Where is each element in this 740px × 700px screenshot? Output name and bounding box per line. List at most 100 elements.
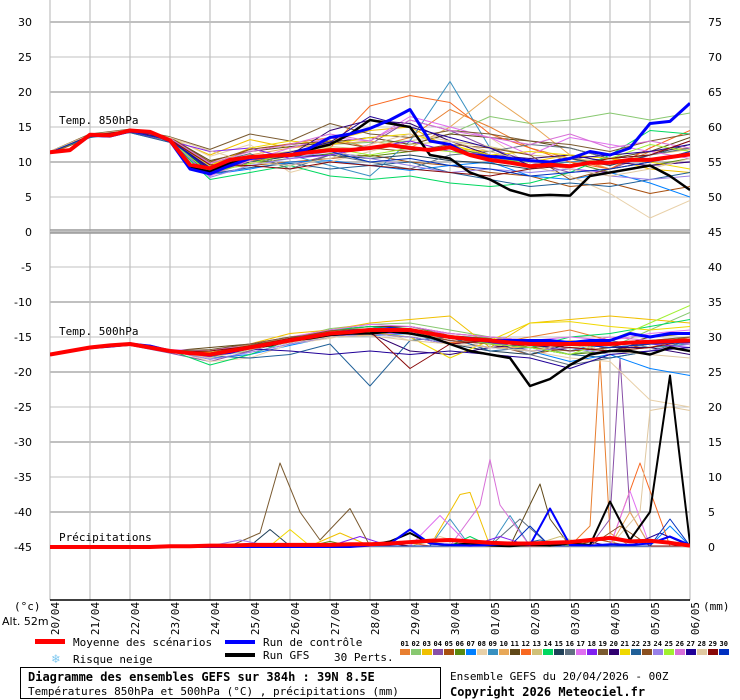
date-label: 02/05 <box>529 602 542 635</box>
date-label: 29/04 <box>409 602 422 635</box>
left-tick-label: -40 <box>14 506 32 519</box>
legend-mean-label: Moyenne des scénarios <box>73 636 212 649</box>
right-tick-label: 20 <box>708 401 722 414</box>
x-axis-date-labels: 20/04 21/04 22/04 23/04 24/04 25/04 26/04 27/04… <box>49 602 702 635</box>
date-label: 25/04 <box>249 602 262 635</box>
pert-legend-swatch <box>543 649 553 655</box>
pert-legend-swatch <box>576 649 586 655</box>
date-label: 23/04 <box>169 602 182 635</box>
pert-legend-swatch <box>642 649 652 655</box>
left-tick-label: 10 <box>18 156 32 169</box>
pert-legend-swatch <box>686 649 696 655</box>
left-tick-label: -15 <box>14 331 32 344</box>
right-tick-label: 45 <box>708 226 722 239</box>
left-unit-label: (°c) <box>14 600 41 613</box>
legend-gfs-label: Run GFS <box>263 649 309 662</box>
pert-legend-number: 10 <box>500 640 508 648</box>
pert-legend-number: 29 <box>709 640 717 648</box>
legend-perts-label: 30 Perts. <box>334 651 394 664</box>
legend: Moyenne des scénarios Run de contrôle Ru… <box>35 636 729 667</box>
date-label: 28/04 <box>369 602 382 635</box>
snowflake-icon: ❄ <box>51 652 60 667</box>
series-layer <box>50 81 690 549</box>
pert-legend-swatch <box>532 649 542 655</box>
left-tick-label: -20 <box>14 366 32 379</box>
date-label: 20/04 <box>49 602 62 635</box>
pert-legend-number: 11 <box>511 640 519 648</box>
left-tick-label: -5 <box>21 261 32 274</box>
right-tick-label: 50 <box>708 191 722 204</box>
pert-legend-swatch <box>708 649 718 655</box>
left-tick-label: 20 <box>18 86 32 99</box>
pert-legend-number: 17 <box>577 640 585 648</box>
date-label: 30/04 <box>449 602 462 635</box>
pert-legend-number: 08 <box>478 640 486 648</box>
pert-legend-swatch <box>422 649 432 655</box>
pert-legend-swatch <box>565 649 575 655</box>
chart-title: Diagramme des ensembles GEFS sur 384h : … <box>28 670 375 684</box>
label-t850: Temp. 850hPa <box>59 114 138 127</box>
pert-legend-number: 12 <box>522 640 530 648</box>
date-label: 21/04 <box>89 602 102 635</box>
pert-30-t850-line <box>50 130 690 177</box>
pert-legend-swatch <box>587 649 597 655</box>
pert-legend-swatch <box>554 649 564 655</box>
pert-legend-number: 02 <box>412 640 420 648</box>
label-t500: Temp. 500hPa <box>59 325 138 338</box>
pert-legend-swatch <box>466 649 476 655</box>
left-tick-label: -25 <box>14 401 32 414</box>
date-label: 22/04 <box>129 602 142 635</box>
altitude-label: Alt. 52m <box>2 615 49 628</box>
pert-legend-swatch <box>675 649 685 655</box>
right-tick-label: 65 <box>708 86 722 99</box>
left-axis-ticks: 30 25 20 15 10 5 0 -5 -10 -15 -20 -25 -30 -35 -40 -45 <box>14 16 32 554</box>
pert-legend-number: 28 <box>698 640 706 648</box>
left-tick-label: 15 <box>18 121 32 134</box>
pert-legend-number: 01 <box>401 640 409 648</box>
pert-legend-swatch <box>455 649 465 655</box>
perturbation-legend: 01 02 03 04 05 06 07 08 09 10 11 12 13 14 15 16 17 18 19 20… <box>400 640 729 655</box>
date-label: 06/05 <box>689 602 702 635</box>
chart-subtitle: Températures 850hPa et 500hPa (°C) , pré… <box>28 685 399 698</box>
legend-snow-label: Risque neige <box>73 653 152 666</box>
pert-legend-number: 20 <box>610 640 618 648</box>
pert-legend-swatch <box>499 649 509 655</box>
pert-legend-number: 27 <box>687 640 695 648</box>
label-precip: Précipitations <box>59 531 152 544</box>
pert-legend-number: 23 <box>643 640 651 648</box>
right-tick-label: 10 <box>708 471 722 484</box>
pert-legend-number: 15 <box>555 640 563 648</box>
pert-legend-swatch <box>620 649 630 655</box>
pert-legend-number: 07 <box>467 640 475 648</box>
left-tick-label: -45 <box>14 541 32 554</box>
pert-legend-swatch <box>631 649 641 655</box>
pert-legend-number: 16 <box>566 640 574 648</box>
run-info: Ensemble GEFS du 20/04/2026 - 00Z <box>450 670 669 683</box>
pert-legend-swatch <box>598 649 608 655</box>
pert-legend-swatch <box>653 649 663 655</box>
right-tick-label: 70 <box>708 51 722 64</box>
legend-control-label: Run de contrôle <box>263 636 362 649</box>
pert-legend-swatch <box>510 649 520 655</box>
date-label: 04/05 <box>609 602 622 635</box>
pert-legend-swatch <box>719 649 729 655</box>
pert-legend-swatch <box>433 649 443 655</box>
right-tick-label: 30 <box>708 331 722 344</box>
right-tick-label: 75 <box>708 16 722 29</box>
right-tick-label: 55 <box>708 156 722 169</box>
pert-legend-swatch <box>444 649 454 655</box>
right-tick-label: 40 <box>708 261 722 274</box>
pert-legend-swatch <box>411 649 421 655</box>
date-label: 27/04 <box>329 602 342 635</box>
pert-legend-number: 19 <box>599 640 607 648</box>
pert-legend-number: 09 <box>489 640 497 648</box>
pert-legend-number: 06 <box>456 640 464 648</box>
pert-legend-number: 26 <box>676 640 684 648</box>
legend-control-swatch <box>225 640 255 644</box>
left-tick-label: 5 <box>25 191 32 204</box>
right-tick-label: 15 <box>708 436 722 449</box>
pert-legend-swatch <box>488 649 498 655</box>
right-tick-label: 35 <box>708 296 722 309</box>
pert-legend-swatch <box>609 649 619 655</box>
